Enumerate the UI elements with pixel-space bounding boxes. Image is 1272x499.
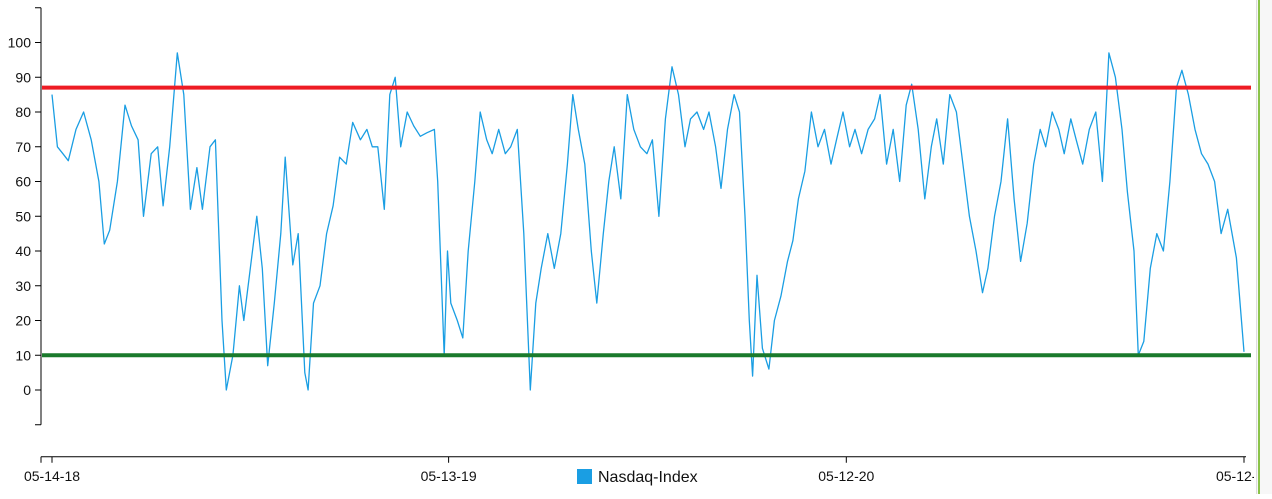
y-tick-label: 10 <box>15 347 31 363</box>
scrollbar-accent <box>1258 0 1260 494</box>
series-line-nasdaq-index <box>51 52 1245 391</box>
x-tick-label: 05-12-21 <box>1216 468 1254 484</box>
x-tick-label: 05-12-20 <box>818 468 874 484</box>
x-tick-label: 05-14-18 <box>24 468 80 484</box>
y-tick-label: 40 <box>15 243 31 259</box>
y-tick-label: 60 <box>15 174 31 190</box>
y-tick-label: 0 <box>23 382 31 398</box>
reference-lines <box>42 85 1251 358</box>
y-tick-label: 70 <box>15 139 31 155</box>
y-tick-label: 20 <box>15 313 31 329</box>
scrollbar-track[interactable] <box>1256 0 1272 494</box>
x-tick-label: 05-13-19 <box>421 468 477 484</box>
y-tick-label: 90 <box>15 69 31 85</box>
y-axis: 0 10 20 30 40 50 60 70 80 90 100 <box>8 7 42 426</box>
y-tick-label: 50 <box>15 208 31 224</box>
legend-label-nasdaq-index: Nasdaq-Index <box>598 469 698 486</box>
line-chart: 0 10 20 30 40 50 60 70 80 90 100 05-14-18 05-13-19 0… <box>8 7 1272 486</box>
series-layer <box>51 52 1245 391</box>
legend-swatch-nasdaq-index <box>577 469 592 484</box>
legend[interactable]: Nasdaq-Index <box>577 469 698 486</box>
y-tick-label: 30 <box>15 278 31 294</box>
y-tick-label: 100 <box>8 35 32 51</box>
y-tick-label: 80 <box>15 104 31 120</box>
